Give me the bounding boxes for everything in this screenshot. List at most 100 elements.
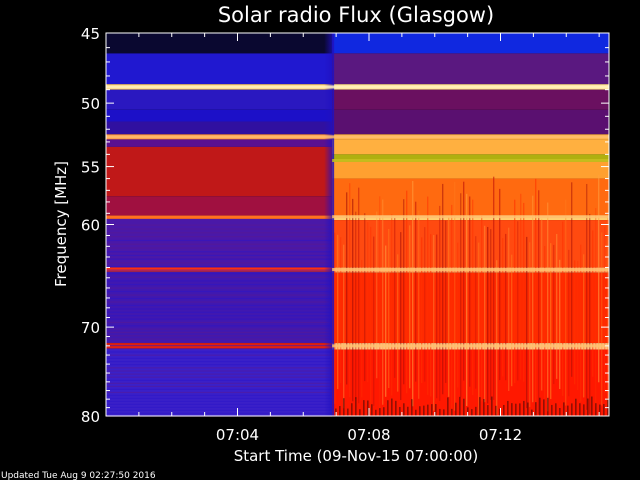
band-left bbox=[106, 53, 333, 85]
streak bbox=[496, 260, 498, 415]
streak bbox=[565, 199, 567, 406]
texture-line bbox=[106, 228, 333, 230]
streak bbox=[385, 245, 387, 397]
texture-line bbox=[106, 232, 333, 234]
streak bbox=[571, 182, 573, 377]
streak bbox=[376, 211, 378, 379]
streak bbox=[499, 188, 501, 381]
bottom-streak bbox=[511, 403, 513, 416]
streak bbox=[601, 232, 603, 406]
bright-band bbox=[332, 159, 609, 163]
bottom-streak bbox=[603, 403, 605, 416]
bright-band bbox=[106, 135, 609, 139]
streak bbox=[544, 246, 546, 399]
streak bbox=[373, 236, 375, 406]
streak bbox=[349, 183, 351, 398]
streak bbox=[592, 230, 594, 377]
bottom-streak bbox=[459, 396, 461, 416]
texture-line bbox=[106, 262, 333, 264]
streak bbox=[538, 190, 540, 415]
streak bbox=[451, 204, 453, 416]
streak bbox=[568, 249, 570, 397]
texture-line bbox=[106, 315, 333, 317]
texture-line bbox=[106, 290, 333, 293]
bottom-streak bbox=[359, 409, 361, 416]
bottom-streak bbox=[471, 409, 473, 416]
streak bbox=[502, 238, 504, 377]
streak bbox=[361, 259, 363, 398]
texture-line bbox=[106, 258, 333, 260]
bottom-streak bbox=[507, 400, 509, 416]
streak bbox=[604, 226, 606, 394]
bottom-streak bbox=[399, 406, 401, 416]
streak bbox=[481, 215, 483, 402]
texture-line bbox=[106, 308, 333, 310]
bottom-streak bbox=[391, 398, 393, 416]
texture-line bbox=[106, 376, 333, 378]
streak bbox=[340, 237, 342, 383]
streak bbox=[367, 222, 369, 383]
texture-line bbox=[106, 379, 333, 381]
streak bbox=[346, 192, 348, 385]
bottom-streak bbox=[415, 409, 417, 416]
streak bbox=[535, 178, 537, 403]
texture-line bbox=[106, 311, 333, 313]
bottom-streak bbox=[435, 404, 437, 416]
texture-line bbox=[106, 385, 333, 387]
texture-line bbox=[106, 304, 333, 307]
y-tick-label: 80 bbox=[81, 408, 100, 426]
bottom-streak bbox=[431, 404, 433, 416]
bottom-streak bbox=[439, 408, 441, 416]
streak bbox=[505, 233, 507, 381]
texture-line bbox=[106, 354, 333, 356]
streak bbox=[469, 196, 471, 387]
band-left bbox=[106, 89, 333, 110]
streak bbox=[445, 220, 447, 383]
texture-line bbox=[106, 287, 333, 289]
streak bbox=[418, 210, 420, 399]
texture-line bbox=[106, 254, 333, 257]
texture-line bbox=[106, 224, 333, 226]
bottom-streak bbox=[363, 400, 365, 416]
streak bbox=[448, 216, 450, 397]
streak bbox=[556, 233, 558, 379]
bottom-streak bbox=[351, 403, 353, 416]
texture-line bbox=[106, 301, 333, 303]
bottom-streak bbox=[367, 400, 369, 416]
bottom-streak bbox=[503, 404, 505, 416]
streak bbox=[562, 221, 564, 396]
texture-line bbox=[106, 394, 333, 397]
band-right bbox=[332, 109, 609, 135]
streak bbox=[433, 235, 435, 411]
texture-line bbox=[106, 382, 333, 384]
streak bbox=[421, 237, 423, 383]
streak bbox=[382, 199, 384, 405]
streak bbox=[391, 214, 393, 396]
bright-band bbox=[332, 215, 609, 219]
bottom-streak bbox=[347, 408, 349, 416]
bottom-streak bbox=[547, 397, 549, 416]
streak bbox=[574, 260, 576, 385]
texture-line bbox=[106, 370, 333, 372]
streak bbox=[370, 226, 372, 413]
streak bbox=[547, 202, 549, 412]
bottom-streak bbox=[579, 403, 581, 416]
texture-line bbox=[106, 388, 333, 391]
streak bbox=[493, 176, 495, 400]
streak bbox=[583, 254, 585, 398]
streak bbox=[379, 196, 381, 411]
streak bbox=[439, 205, 441, 401]
texture-line bbox=[106, 391, 333, 394]
streak bbox=[478, 242, 480, 415]
streak bbox=[394, 217, 396, 378]
texture-line bbox=[106, 269, 333, 271]
bottom-streak bbox=[419, 406, 421, 416]
y-tick-label: 50 bbox=[81, 95, 100, 113]
bottom-streak bbox=[559, 407, 561, 416]
streak bbox=[523, 202, 525, 382]
streak bbox=[490, 229, 492, 400]
bottom-streak bbox=[599, 404, 601, 416]
bottom-streak bbox=[543, 399, 545, 416]
texture-line bbox=[106, 373, 333, 375]
